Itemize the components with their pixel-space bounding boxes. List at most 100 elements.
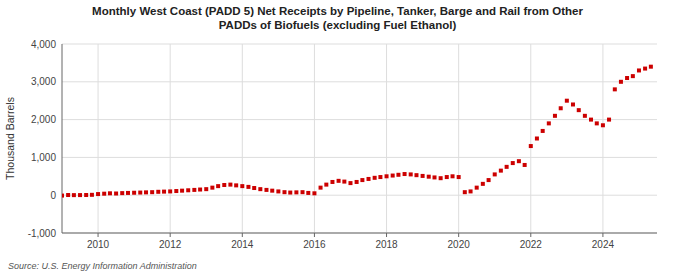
point [114,191,118,195]
plot-area [62,44,657,233]
x-tick-label: 2022 [520,239,543,250]
point [337,179,341,183]
title: Monthly West Coast (PADD 5) Net Receipts… [92,5,583,31]
point [367,177,371,181]
y-tick-label: 4,000 [31,39,56,50]
point [150,190,154,194]
point [258,187,262,191]
point [228,183,232,187]
x-tick-label: 2016 [303,239,326,250]
points [62,65,653,198]
y-tick-label: 2,000 [31,114,56,125]
point [463,190,467,194]
grid-line [62,44,657,45]
point [631,74,635,78]
point [126,191,130,195]
point [72,193,76,197]
point [469,189,473,193]
point [637,68,641,72]
x-tick [170,233,171,237]
point [355,180,359,184]
point [619,80,623,84]
point [475,186,479,190]
point [577,108,581,112]
x-tick [530,233,531,237]
point [360,178,364,182]
point [162,190,166,194]
point [565,99,569,103]
grid-line [62,195,657,196]
point [547,121,551,125]
point [607,118,611,122]
x-tick [98,233,99,237]
point [246,185,250,189]
point [348,181,352,185]
point [84,193,88,197]
x-axis-line [62,233,657,234]
point [222,183,226,187]
x-tick-label: 2018 [375,239,398,250]
point [445,175,449,179]
point [505,165,509,169]
point [517,159,521,163]
point [102,192,106,196]
title-line: PADDs of Biofuels (excluding Fuel Ethano… [219,19,457,31]
point [378,175,382,179]
point [541,129,545,133]
point [493,172,497,176]
grid-line [458,44,459,233]
point [535,137,539,141]
point [306,191,310,195]
point [168,189,172,193]
point [414,173,418,177]
point [210,186,214,190]
x-tick [458,233,459,237]
point [499,169,503,173]
point [324,183,328,187]
point [216,184,220,188]
grid-line [314,44,315,233]
y-axis-line [62,44,63,233]
point [270,189,274,193]
point [529,144,533,148]
point [96,192,100,196]
point [403,172,407,176]
grid [62,44,657,233]
point [553,114,557,118]
grid-line [386,44,387,233]
point [601,123,605,127]
point [559,106,563,110]
point [319,186,323,190]
point [451,174,455,178]
point [180,189,184,193]
point [186,188,190,192]
y-tick-label: 3,000 [31,76,56,87]
point [301,190,305,194]
point [198,188,202,192]
point [427,175,431,179]
point [330,180,334,184]
chart: Monthly West Coast (PADD 5) Net Receipts… [0,0,675,275]
point [276,189,280,193]
point [595,121,599,125]
point [421,174,425,178]
point [457,175,461,179]
point [294,190,298,194]
x-tick [386,233,387,237]
point [342,180,346,184]
point [288,191,292,195]
x-tick-label: 2024 [592,239,615,250]
grid-line [62,119,657,120]
point [583,114,587,118]
point [174,189,178,193]
grid-line [62,233,657,234]
grid-line [170,44,171,233]
point [90,193,94,197]
point [312,191,316,195]
point [373,176,377,180]
x-tick-label: 2010 [87,239,110,250]
point [409,172,413,176]
y-axis-label: Thousand Barrels [4,97,16,180]
point [439,176,443,180]
point [487,178,491,182]
